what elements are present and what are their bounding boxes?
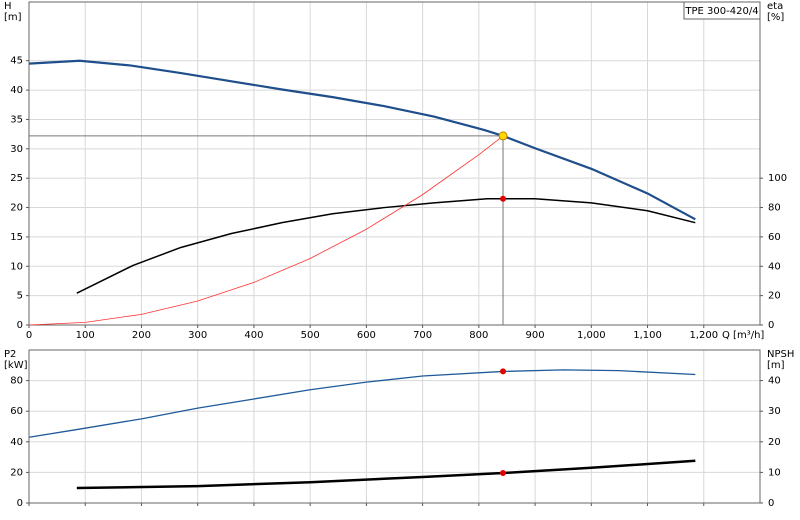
x-tick-label: 800 — [469, 330, 488, 341]
y2-tick-label: 100 — [768, 173, 787, 184]
y-axis-label: [m] — [4, 12, 22, 23]
plot-frame — [28, 1, 761, 326]
x-tick-label: 600 — [357, 330, 376, 341]
plot-area — [29, 2, 760, 325]
duty-point — [498, 131, 508, 141]
x-tick-label: 700 — [413, 330, 432, 341]
y-axis-label: P2 — [4, 349, 16, 360]
y-tick-label: 15 — [10, 232, 23, 243]
y-tick-label: 60 — [10, 406, 23, 417]
y2-tick-label: 0 — [768, 498, 774, 509]
y-tick-label: 20 — [10, 203, 23, 214]
x-tick-label: 200 — [132, 330, 151, 341]
y2-tick-label: 10 — [768, 467, 781, 478]
y2-axis-label: eta — [767, 1, 783, 12]
y-tick-label: 30 — [10, 144, 23, 155]
x-tick-label: 1,100 — [633, 330, 662, 341]
annotation-box — [683, 1, 761, 20]
y-tick-label: 20 — [10, 467, 23, 478]
x-tick-label: 1,000 — [577, 330, 606, 341]
x-tick-label: 400 — [244, 330, 263, 341]
x-tick-label: 900 — [526, 330, 545, 341]
duty-point — [500, 470, 507, 477]
curve — [76, 459, 696, 490]
y-tick-label: 0 — [17, 320, 23, 331]
y2-tick-label: 20 — [768, 437, 781, 448]
x-axis-label: Q [m³/h] — [722, 330, 764, 341]
y-tick-label: 80 — [10, 376, 23, 387]
y2-tick-label: 40 — [768, 261, 781, 272]
y-tick-label: 10 — [10, 261, 23, 272]
x-tick-label: 300 — [188, 330, 207, 341]
x-tick-label: 0 — [26, 330, 32, 341]
y-tick-label: 25 — [10, 173, 23, 184]
curve — [28, 59, 696, 221]
y-tick-label: 35 — [10, 114, 23, 125]
y2-tick-label: 20 — [768, 291, 781, 302]
x-tick-label: 500 — [301, 330, 320, 341]
y2-axis-label: [%] — [767, 12, 784, 23]
y2-axis-label: [m] — [767, 360, 785, 371]
y2-tick-label: 30 — [768, 406, 781, 417]
curve — [28, 135, 504, 326]
annotation: TPE 300-420/4 — [684, 6, 758, 17]
y-tick-label: 0 — [17, 498, 23, 509]
y2-axis-label: NPSH — [767, 349, 794, 360]
x-tick-label: 100 — [76, 330, 95, 341]
y-tick-label: 40 — [10, 437, 23, 448]
y2-tick-label: 0 — [768, 320, 774, 331]
y2-tick-label: 80 — [768, 203, 781, 214]
plot-area — [29, 350, 760, 503]
y-tick-label: 5 — [17, 291, 23, 302]
y2-tick-label: 60 — [768, 232, 781, 243]
y-axis-label: [kW] — [4, 360, 28, 371]
curve — [76, 197, 696, 294]
duty-point — [500, 195, 507, 202]
y-tick-label: 40 — [10, 85, 23, 96]
plot-frame — [28, 349, 761, 504]
duty-point — [500, 368, 507, 375]
y2-tick-label: 40 — [768, 376, 781, 387]
y-axis-label: H — [4, 1, 12, 12]
curve — [28, 369, 696, 438]
y-tick-label: 45 — [10, 56, 23, 67]
x-tick-label: 1,200 — [689, 330, 718, 341]
